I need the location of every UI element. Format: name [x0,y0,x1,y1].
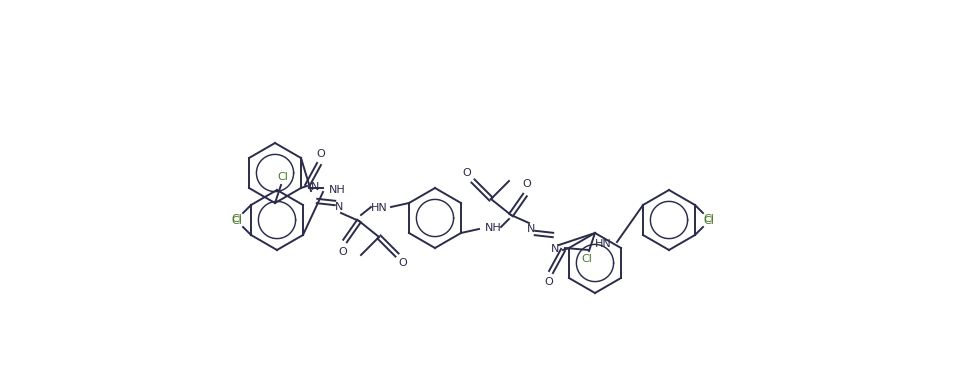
Text: HN: HN [595,239,612,249]
Text: Cl: Cl [581,254,593,264]
Text: N: N [550,244,559,254]
Text: Cl: Cl [704,214,714,224]
Text: NH: NH [484,223,502,233]
Text: O: O [339,247,347,257]
Text: N: N [311,182,319,192]
Text: O: O [399,258,408,268]
Text: O: O [462,168,472,178]
Text: Cl: Cl [231,216,243,226]
Text: Cl: Cl [231,214,243,224]
Text: O: O [523,179,531,189]
Text: Cl: Cl [277,172,289,182]
Text: O: O [316,149,325,159]
Text: NH: NH [329,185,345,195]
Text: O: O [545,277,553,287]
Text: N: N [335,202,343,212]
Text: N: N [526,224,535,234]
Text: HN: HN [370,203,387,213]
Text: Cl: Cl [704,216,714,226]
